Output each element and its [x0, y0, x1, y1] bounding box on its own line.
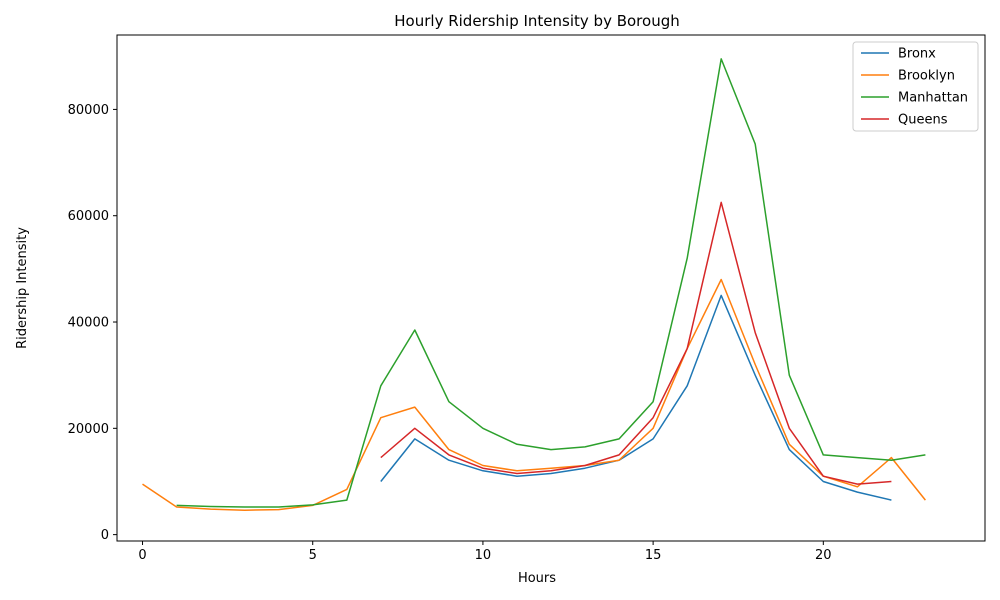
plot-area — [142, 58, 926, 511]
series-line-bronx — [380, 294, 892, 501]
x-tick-label: 5 — [309, 548, 317, 563]
legend-label-bronx: Bronx — [898, 47, 936, 62]
y-tick-label: 60000 — [68, 209, 109, 224]
y-tick-label: 80000 — [68, 103, 109, 118]
x-tick-label: 15 — [645, 548, 662, 563]
legend-label-manhattan: Manhattan — [898, 91, 968, 106]
y-axis: 0 20000 40000 60000 80000 — [68, 103, 117, 543]
legend: Bronx Brooklyn Manhattan Queens — [852, 41, 979, 132]
y-tick-label: 40000 — [68, 316, 109, 331]
chart-title: Hourly Ridership Intensity by Borough — [394, 12, 679, 30]
x-axis-label: Hours — [518, 571, 556, 586]
y-tick-label: 0 — [101, 528, 109, 543]
legend-box — [852, 41, 979, 132]
x-tick-label: 20 — [815, 548, 832, 563]
legend-label-brooklyn: Brooklyn — [898, 69, 955, 84]
y-tick-label: 20000 — [68, 422, 109, 437]
plot-frame — [116, 34, 986, 542]
series-line-queens — [380, 201, 892, 485]
x-tick-label: 10 — [475, 548, 492, 563]
series-line-manhattan — [176, 58, 926, 508]
series-line-brooklyn — [142, 278, 926, 511]
x-tick-label: 0 — [138, 548, 146, 563]
y-axis-label: Ridership Intensity — [15, 227, 30, 349]
x-axis: 0 5 10 15 20 — [138, 541, 832, 563]
legend-label-queens: Queens — [898, 113, 948, 128]
